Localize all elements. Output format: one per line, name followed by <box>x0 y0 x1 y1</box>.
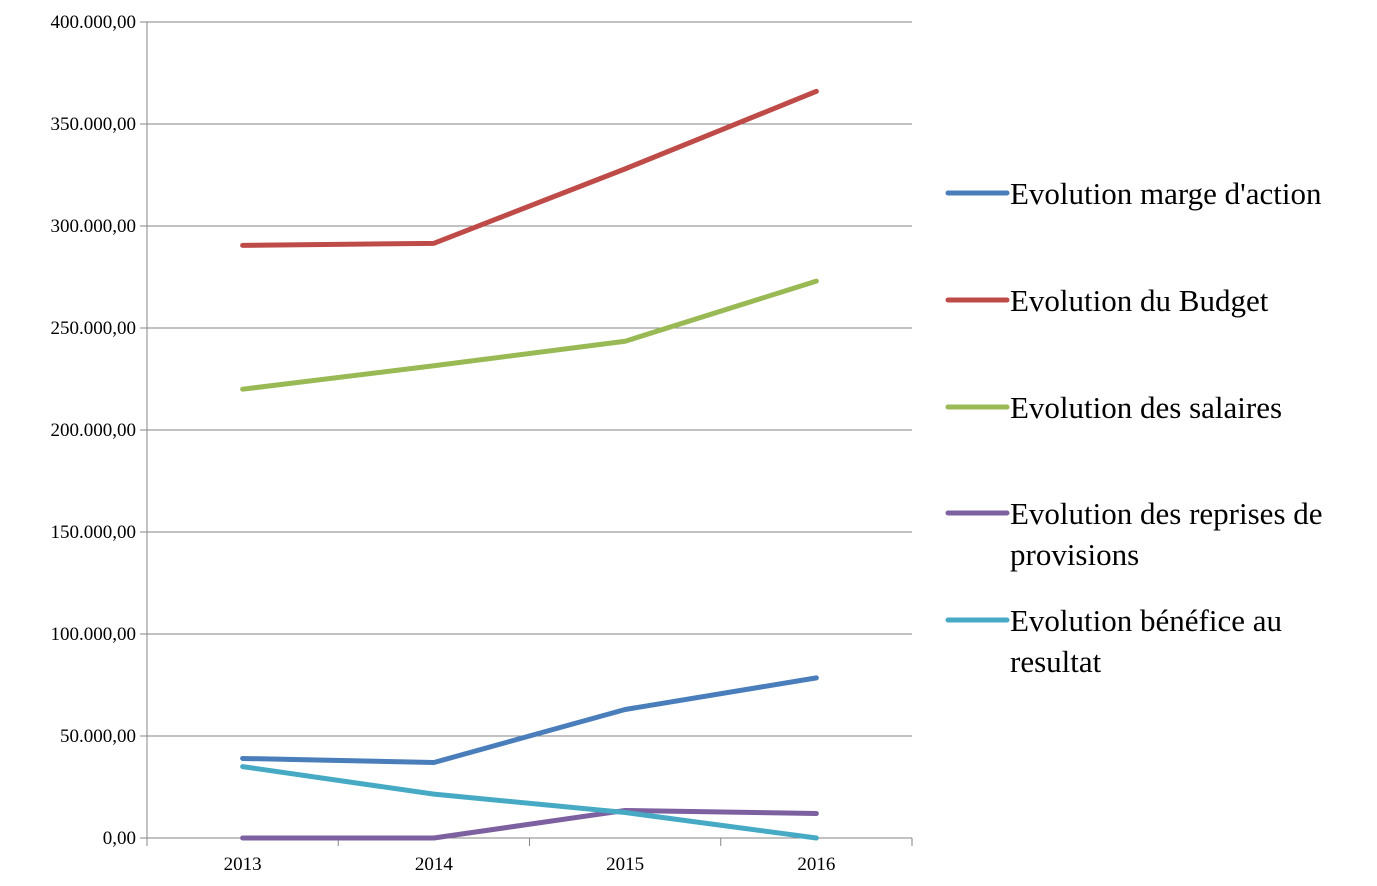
x-tick-label: 2015 <box>606 854 644 875</box>
legend-label: Evolution bénéfice au <box>1010 603 1282 638</box>
series-line-5 <box>240 764 819 841</box>
y-tick-label: 350.000,00 <box>51 114 137 135</box>
y-tick-label: 200.000,00 <box>51 420 137 441</box>
legend-label: Evolution des salaires <box>1010 390 1282 425</box>
y-tick-label: 250.000,00 <box>51 318 137 339</box>
axes <box>140 21 913 846</box>
series-line-1 <box>240 675 819 766</box>
series-lines <box>240 88 819 841</box>
legend-label: Evolution du Budget <box>1010 283 1269 318</box>
y-axis-tick-labels: 0,00 50.000,00 100.000,00 150.000,00 200.000… <box>51 12 137 849</box>
y-tick-label: 150.000,00 <box>51 522 137 543</box>
x-tick-label: 2013 <box>224 854 262 875</box>
series-line-2 <box>240 88 819 248</box>
y-tick-label: 50.000,00 <box>60 726 136 747</box>
legend: Evolution marge d'action Evolution du Bud… <box>945 176 1323 679</box>
x-axis-tick-labels: 2013 2014 2015 2016 <box>224 854 836 875</box>
y-tick-label: 100.000,00 <box>51 624 137 645</box>
legend-label: Evolution des reprises de <box>1010 496 1323 531</box>
series-line-3 <box>240 278 819 392</box>
x-tick-label: 2014 <box>415 854 454 875</box>
legend-label: Evolution marge d'action <box>1010 176 1322 211</box>
y-tick-label: 300.000,00 <box>51 216 137 237</box>
legend-label: resultat <box>1010 644 1102 679</box>
x-tick-label: 2016 <box>797 854 835 875</box>
y-tick-label: 400.000,00 <box>51 12 137 33</box>
series-line-4 <box>240 807 819 841</box>
grid-lines <box>147 21 912 737</box>
legend-label: provisions <box>1010 537 1139 572</box>
y-tick-label: 0,00 <box>103 828 136 849</box>
